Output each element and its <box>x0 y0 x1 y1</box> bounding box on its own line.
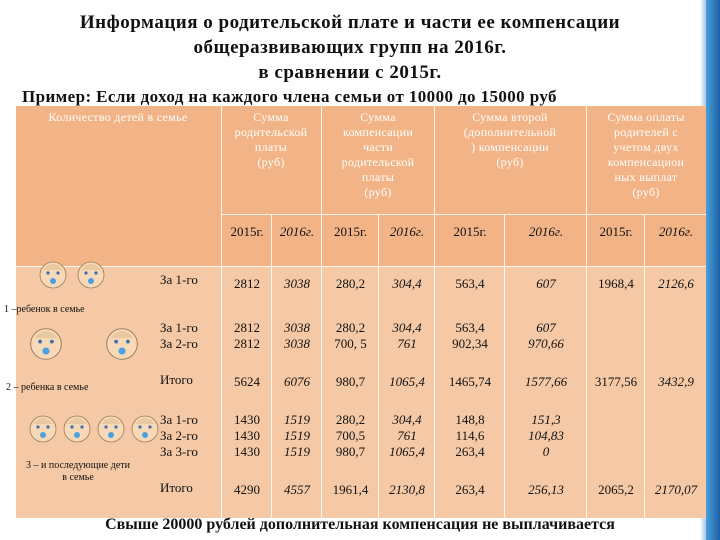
baby-face-icon <box>30 328 62 360</box>
row-1-comp-2015: 280,2 <box>335 276 366 291</box>
group-label-one-child: 1 –ребенок в семье <box>4 304 85 315</box>
row-2-total-fee-2015: 5624 <box>234 374 260 389</box>
row-3b-comp2-2015: 114,6 <box>455 428 485 443</box>
row-2-total-fee-2016: 6076 <box>284 374 310 389</box>
row-3b-fee-2015: 1430 <box>234 428 260 443</box>
row-2a-comp2-2016: 607 <box>536 320 556 335</box>
title-line-1: Информация о родительской плате и части … <box>79 12 621 33</box>
row-3c-comp2-2016: 0 <box>542 444 550 459</box>
row-3a-comp-2016: 304,4 <box>392 412 422 427</box>
baby-face-icon <box>39 261 67 289</box>
row-2a-comp2-2015: 563,4 <box>455 320 485 335</box>
year-fee-2015: 2015г. <box>230 224 264 239</box>
row-3c-comp-2016: 1065,4 <box>389 444 425 459</box>
row-2-total-comp2-2015: 1465,74 <box>448 374 492 389</box>
baby-face-icon <box>97 415 125 443</box>
year-comp2-2016: 2016г. <box>528 224 564 239</box>
year-fee-2016: 2016г. <box>279 224 315 239</box>
row-3-total-label: Итого <box>160 480 193 495</box>
row-3c-fee-2015: 1430 <box>234 444 260 459</box>
baby-face-icon <box>77 261 105 289</box>
footer-note: Свыше 20000 рублей дополнительная компен… <box>105 516 615 533</box>
row-3a-fee-2016: 1519 <box>284 412 310 427</box>
header-children-count: Количество детей в семье <box>48 110 188 124</box>
row-1-fee-2015: 2812 <box>234 276 260 291</box>
page-title: Информация о родительской плате и части … <box>0 10 700 85</box>
baby-face-icon <box>29 415 57 443</box>
table-header-area <box>16 106 706 266</box>
row-3-total-comp-2015: 1961,4 <box>332 482 369 497</box>
row-2a-fee-2015: 2812 <box>234 320 260 335</box>
row-1-comp-2016: 304,4 <box>392 276 422 291</box>
row-3-total-pay-2016: 2170,07 <box>654 482 698 497</box>
decorative-side-bar <box>700 0 720 540</box>
baby-face-icon <box>106 328 138 360</box>
row-3b-comp-2015: 700,5 <box>335 428 366 443</box>
year-comp-2015: 2015г. <box>333 224 368 239</box>
row-3b-comp2-2016: 104,83 <box>528 428 564 443</box>
row-1-pay-2015: 1968,4 <box>598 276 634 291</box>
row-3-total-fee-2016: 4557 <box>284 482 310 497</box>
year-pay-2015: 2015г. <box>599 224 633 239</box>
row-2-total-comp2-2016: 1577,66 <box>524 374 568 389</box>
row-2-total-pay-2016: 3432,9 <box>658 374 694 389</box>
row-3a-fee-2015: 1430 <box>234 412 260 427</box>
row-3c-comp-2015: 980,7 <box>335 444 366 459</box>
header-fee: Сумма родительской платы (руб) <box>234 110 308 169</box>
baby-face-icon <box>131 415 159 443</box>
row-2a-comp-2016: 304,4 <box>392 320 422 335</box>
row-2b-fee-2015: 2812 <box>234 336 260 351</box>
row-2-total-pay-2015: 3177,56 <box>594 374 638 389</box>
row-1-pay-2016: 2126,6 <box>658 276 694 291</box>
group-label-three-children: 3 – и последующие дети в семье <box>26 460 130 483</box>
baby-face-icon <box>63 415 91 443</box>
row-1-fee-2016: 3038 <box>284 276 310 291</box>
header-compensation: Сумма компенсации части родительской платы (р… <box>341 110 415 199</box>
row-3-total-pay-2015: 2065,2 <box>598 482 634 497</box>
row-3a-label: За 1-го <box>160 412 198 427</box>
row-1-comp2-2016: 607 <box>536 276 556 291</box>
row-3a-comp2-2016: 151,3 <box>531 412 561 427</box>
row-3-total-comp-2016: 2130,8 <box>389 482 425 497</box>
row-3b-fee-2016: 1519 <box>284 428 310 443</box>
row-2b-comp2-2016: 970,66 <box>528 336 564 351</box>
row-3c-label: За 3-го <box>160 444 198 459</box>
row-1-label: За 1-го <box>160 272 198 287</box>
row-2a-comp-2015: 280,2 <box>335 320 366 335</box>
row-3c-fee-2016: 1519 <box>284 444 310 459</box>
row-3-total-fee-2015: 4290 <box>234 482 260 497</box>
year-pay-2016: 2016г. <box>658 224 694 239</box>
row-2b-comp2-2015: 902,34 <box>452 336 488 351</box>
year-comp2-2015: 2015г. <box>453 224 487 239</box>
row-3b-label: За 2-го <box>160 428 198 443</box>
row-2a-fee-2016: 3038 <box>284 320 310 335</box>
header-parent-payment: Сумма оплаты родителей с учетом двух компен… <box>607 110 685 199</box>
row-3c-comp2-2015: 263,4 <box>455 444 485 459</box>
row-2b-comp-2015: 700, 5 <box>334 336 367 351</box>
example-caption: Пример: Если доход на каждого члена семь… <box>22 87 557 106</box>
row-2b-fee-2016: 3038 <box>284 336 310 351</box>
row-2-total-comp-2016: 1065,4 <box>389 374 425 389</box>
row-2a-label: За 1-го <box>160 320 198 335</box>
compensation-table: Количество детей в семье Сумма родительск… <box>4 106 706 518</box>
row-2-total-comp-2015: 980,7 <box>335 374 366 389</box>
row-2b-comp-2016: 761 <box>397 336 417 351</box>
row-2b-label: За 2-го <box>160 336 198 351</box>
title-line-2: общеразвивающих групп на 2016г. <box>193 37 507 58</box>
title-line-3: в сравнении с 2015г. <box>258 62 442 83</box>
group-label-two-children: 2 – ребенка в семье <box>6 382 89 393</box>
row-3-total-comp2-2016: 256,13 <box>528 482 564 497</box>
row-3b-comp-2016: 761 <box>397 428 417 443</box>
row-3a-comp2-2015: 148,8 <box>455 412 485 427</box>
row-2-total-label: Итого <box>160 372 193 387</box>
header-second-compensation: Сумма второй (дополнительной) компенсации… <box>463 110 557 169</box>
row-3a-comp-2015: 280,2 <box>335 412 366 427</box>
row-3-total-comp2-2015: 263,4 <box>455 482 485 497</box>
row-1-comp2-2015: 563,4 <box>455 276 485 291</box>
year-comp-2016: 2016г. <box>389 224 425 239</box>
